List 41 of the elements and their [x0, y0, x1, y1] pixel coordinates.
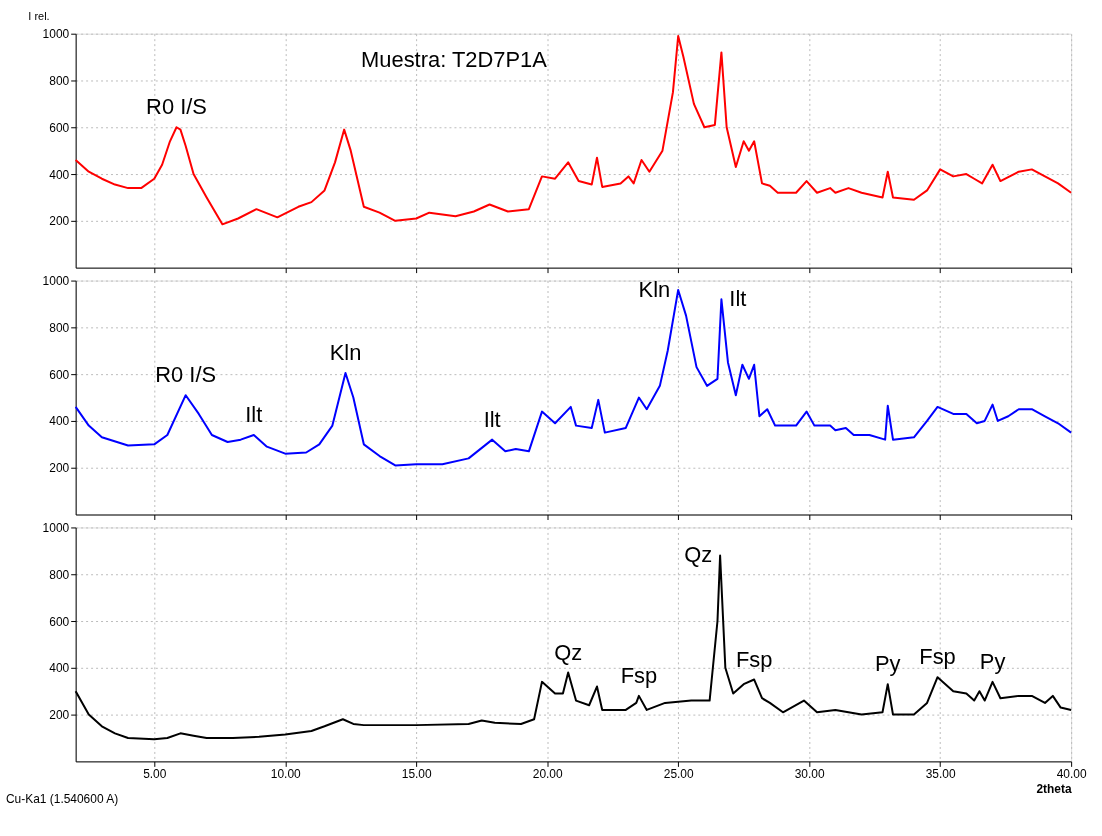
annotation: R0 I/S: [155, 362, 217, 388]
y-tick-label: 200: [49, 708, 70, 723]
annotation: Ilt: [245, 402, 263, 428]
x-tick-label: 25.00: [663, 766, 694, 781]
y-tick-label: 1000: [42, 27, 70, 42]
x-tick-label: 35.00: [925, 766, 956, 781]
y-tick-label: 800: [49, 567, 70, 582]
text: Cu-Ka1 (1.540600 A): [5, 792, 119, 807]
x-tick-label: 15.00: [401, 766, 433, 781]
annotation: Fsp: [919, 644, 956, 670]
y-tick-label: 1000: [42, 520, 70, 535]
annotation: Fsp: [620, 662, 658, 688]
y-tick-label: 1000: [42, 274, 70, 289]
y-tick-label: 600: [49, 120, 70, 135]
y-tick-label: 600: [49, 614, 70, 629]
annotation: R0 I/S: [146, 94, 207, 120]
y-tick-label: 400: [49, 414, 70, 429]
y-tick-label: 600: [49, 367, 70, 382]
annotation: Ilt: [729, 286, 747, 312]
annotation: Qz: [554, 639, 583, 665]
x-tick-label: 30.00: [794, 766, 825, 781]
y-tick-label: 800: [49, 320, 70, 335]
annotation: Muestra: T2D7P1A: [361, 46, 548, 72]
x-axis-title: 2theta: [1036, 781, 1072, 796]
annotation: Qz: [684, 542, 713, 568]
annotation: Ilt: [483, 406, 501, 432]
annotation: Kln: [329, 340, 362, 366]
x-tick-label: 5.00: [143, 766, 167, 781]
y-tick-label: 800: [49, 73, 70, 88]
y-tick-label: 200: [49, 461, 70, 476]
y-tick-label: 400: [49, 661, 70, 676]
y-tick-label: 400: [49, 167, 70, 182]
x-tick-label: 20.00: [532, 766, 563, 781]
y-tick-label: 200: [49, 214, 70, 229]
annotation: Kln: [638, 276, 671, 302]
x-tick-label: 10.00: [270, 766, 302, 781]
annotation: Py: [979, 648, 1006, 674]
annotation: Py: [874, 651, 901, 677]
annotation: Fsp: [735, 646, 773, 672]
y-axis-title: I rel.: [28, 10, 50, 23]
x-tick-label: 40.00: [1056, 766, 1087, 781]
